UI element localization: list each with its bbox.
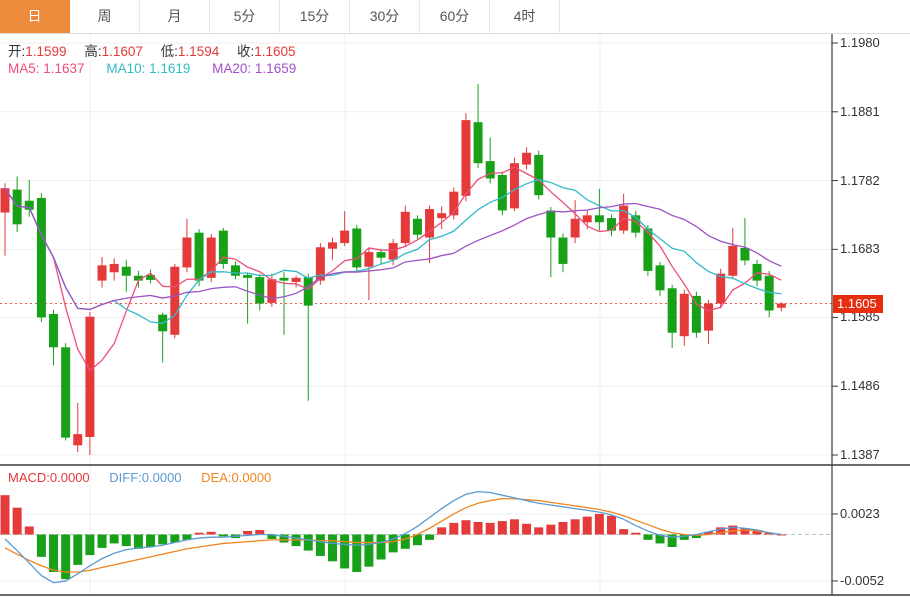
low-label: 低:: [160, 44, 178, 59]
high-value: 1.1607: [101, 44, 143, 59]
close-label: 收:: [236, 44, 255, 59]
high-label: 高:: [84, 44, 102, 59]
open-label: 开:: [8, 44, 26, 59]
ma20-label: MA20: 1.1659: [212, 61, 297, 76]
tab-15min[interactable]: 15分: [280, 0, 350, 33]
price-tick-label: 1.1782: [840, 172, 880, 188]
tab-30min[interactable]: 30分: [350, 0, 420, 33]
low-value: 1.1594: [177, 44, 220, 59]
diff-value-label: DIFF:0.0000: [109, 470, 182, 485]
price-tick-label: 1.1387: [840, 447, 880, 462]
close-value: 1.1605: [254, 44, 296, 59]
macd-tick-label: -0.0052: [840, 572, 885, 588]
price-tick-label: 1.1980: [840, 35, 880, 50]
macd-readout: MACD:0.0000 DIFF:0.0000 DEA:0.0000: [8, 470, 287, 485]
tab-month[interactable]: 月: [140, 0, 210, 33]
ma5-label: MA5: 1.1637: [8, 61, 85, 76]
tab-5min[interactable]: 5分: [210, 0, 280, 33]
price-tick-label: 1.1486: [840, 378, 880, 394]
tab-4hour[interactable]: 4时: [490, 0, 560, 33]
dea-value-label: DEA:0.0000: [201, 470, 272, 485]
open-value: 1.1599: [25, 44, 67, 59]
macd-tick-label: 0.0023: [840, 505, 880, 521]
price-tick-label: 1.1881: [840, 103, 880, 119]
tab-60min[interactable]: 60分: [420, 0, 490, 33]
price-tick-label: 1.1585: [840, 309, 880, 325]
ma-readout: MA5: 1.1637 MA10: 1.1619 MA20: 1.1659: [8, 61, 314, 76]
price-tick-label: 1.1683: [840, 241, 880, 257]
period-tabbar: 日 周 月 5分 15分 30分 60分 4时: [0, 0, 910, 34]
tab-week[interactable]: 周: [70, 0, 140, 33]
macd-value-label: MACD:0.0000: [8, 470, 90, 485]
ma10-label: MA10: 1.1619: [106, 61, 191, 76]
tab-day[interactable]: 日: [0, 0, 70, 33]
ohlc-readout: 开:1.1599 高:1.1607 低:1.1594 收:1.1605: [8, 40, 310, 60]
current-price-badge: 1.1605: [833, 294, 883, 313]
